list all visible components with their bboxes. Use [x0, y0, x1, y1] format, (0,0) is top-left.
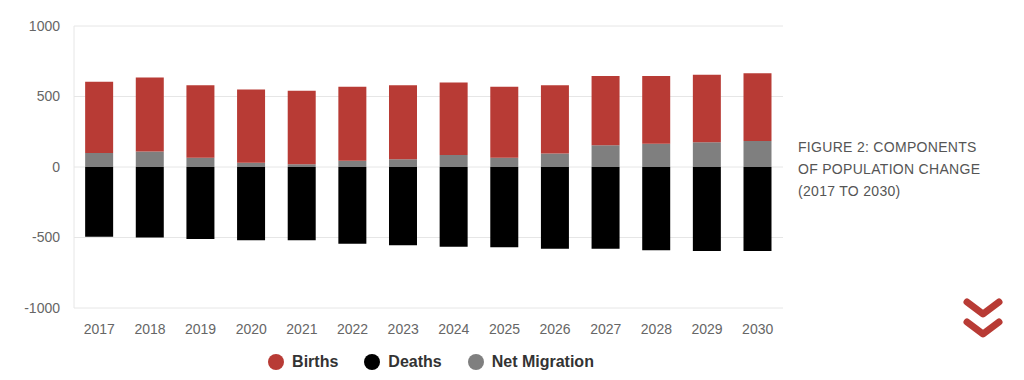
svg-text:2029: 2029: [691, 321, 722, 337]
svg-text:-1000: -1000: [24, 300, 60, 316]
svg-text:2017: 2017: [84, 321, 115, 337]
svg-text:2019: 2019: [185, 321, 216, 337]
svg-text:2021: 2021: [286, 321, 317, 337]
html-text:Deaths: Deaths: [388, 353, 442, 370]
svg-text:2025: 2025: [489, 321, 520, 337]
svg-text:2024: 2024: [438, 321, 469, 337]
html-text:Net Migration: Net Migration: [491, 353, 594, 370]
svg-text:1000: 1000: [29, 18, 60, 34]
svg-text:500: 500: [37, 88, 61, 104]
svg-text:2027: 2027: [590, 321, 621, 337]
svg-text:2030: 2030: [742, 321, 773, 337]
html-text:FIGURE 2: COMPONENTS OF POPULA: FIGURE 2: COMPONENTS OF POPULATION CHANG…: [798, 139, 981, 199]
svg-text:2028: 2028: [641, 321, 672, 337]
svg-text:2026: 2026: [540, 321, 571, 337]
svg-text:2023: 2023: [388, 321, 419, 337]
svg-text:0: 0: [52, 159, 60, 175]
svg-text:2022: 2022: [337, 321, 368, 337]
svg-text:-500: -500: [32, 229, 60, 245]
svg-text:2020: 2020: [236, 321, 267, 337]
html-text:Births: Births: [292, 353, 339, 370]
svg-text:2018: 2018: [134, 321, 165, 337]
